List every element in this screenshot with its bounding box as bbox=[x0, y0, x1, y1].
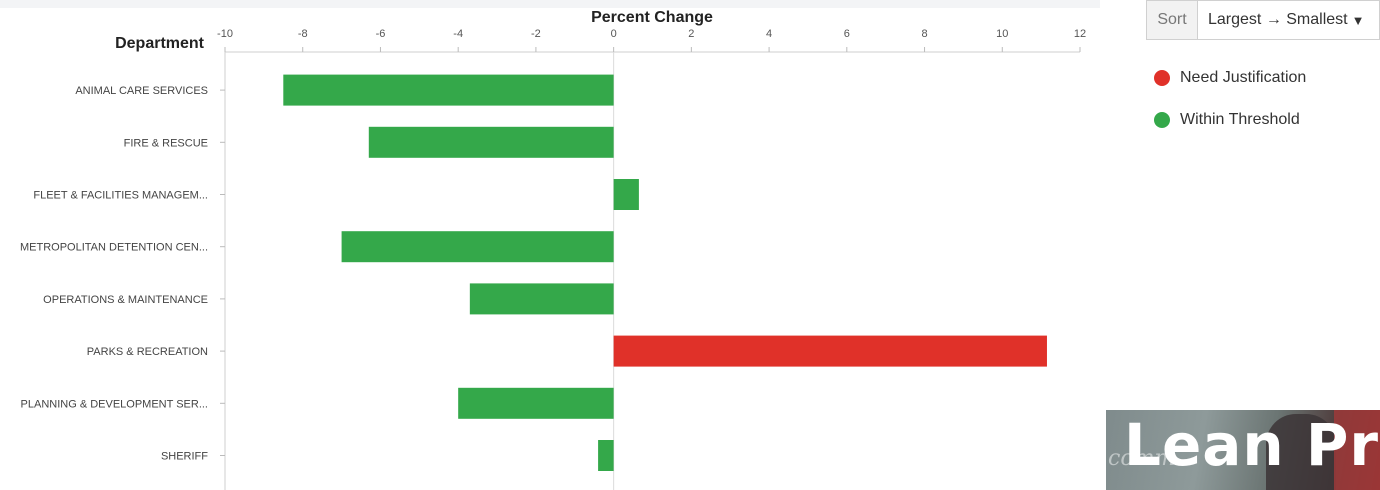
sort-label: Sort bbox=[1147, 1, 1198, 39]
legend-label: Within Threshold bbox=[1180, 111, 1300, 128]
x-tick-label: 2 bbox=[688, 28, 694, 40]
category-label: METROPOLITAN DETENTION CEN... bbox=[20, 242, 208, 254]
sort-select[interactable]: Largest → Smallest ▼ bbox=[1198, 1, 1379, 39]
bar bbox=[368, 126, 614, 158]
top-strip bbox=[0, 0, 1100, 8]
x-tick-label: -6 bbox=[376, 28, 386, 40]
sort-value: Largest → Smallest bbox=[1208, 11, 1348, 28]
bar bbox=[458, 387, 614, 419]
bar bbox=[598, 440, 614, 471]
x-tick-label: 8 bbox=[921, 28, 927, 40]
category-label: FIRE & RESCUE bbox=[124, 137, 208, 149]
legend-dot-green bbox=[1154, 112, 1170, 128]
legend-item-need-justification[interactable]: Need Justification bbox=[1154, 66, 1306, 90]
thumbnail-title: Lean Pro bbox=[1124, 411, 1380, 479]
x-tick-label: -4 bbox=[453, 28, 463, 40]
category-label: FLEET & FACILITIES MANAGEM... bbox=[33, 190, 208, 202]
video-thumbnail[interactable]: comm Lean Pro bbox=[1106, 410, 1380, 490]
x-tick-label: -2 bbox=[531, 28, 541, 40]
chart-title: Percent Change bbox=[591, 9, 713, 26]
category-label: ANIMAL CARE SERVICES bbox=[75, 85, 208, 97]
x-tick-label: 6 bbox=[844, 28, 850, 40]
x-tick-label: -8 bbox=[298, 28, 308, 40]
x-tick-label: 12 bbox=[1074, 28, 1086, 40]
category-label: PARKS & RECREATION bbox=[87, 346, 208, 358]
thumbnail-script-text: comm bbox=[1108, 446, 1176, 471]
bar bbox=[613, 179, 639, 210]
category-label: SHERIFF bbox=[161, 451, 208, 463]
bar bbox=[613, 335, 1047, 367]
legend: Need Justification Within Threshold bbox=[1154, 66, 1306, 150]
x-tick-label: 10 bbox=[996, 28, 1008, 40]
category-label: OPERATIONS & MAINTENANCE bbox=[43, 294, 208, 306]
chevron-down-icon: ▼ bbox=[1351, 12, 1365, 28]
x-tick-label: 0 bbox=[611, 28, 617, 40]
bar bbox=[283, 74, 614, 106]
sort-control[interactable]: Sort Largest → Smallest ▼ bbox=[1146, 0, 1380, 40]
x-tick-label: 4 bbox=[766, 28, 772, 40]
legend-dot-red bbox=[1154, 70, 1170, 86]
x-tick-label: -10 bbox=[217, 28, 233, 40]
y-axis-label: Department bbox=[115, 35, 205, 52]
bar bbox=[469, 283, 614, 315]
percent-change-bar-chart: Percent Change Department -10 -8 -6 -4 -2 0 2 4 6 8… bbox=[20, 9, 1086, 490]
category-label: PLANNING & DEVELOPMENT SER... bbox=[21, 398, 208, 410]
legend-item-within-threshold[interactable]: Within Threshold bbox=[1154, 108, 1306, 132]
thumbnail-person-shape bbox=[1266, 414, 1336, 490]
thumbnail-person-shape bbox=[1334, 410, 1380, 490]
legend-label: Need Justification bbox=[1180, 69, 1307, 86]
bar bbox=[341, 231, 614, 263]
